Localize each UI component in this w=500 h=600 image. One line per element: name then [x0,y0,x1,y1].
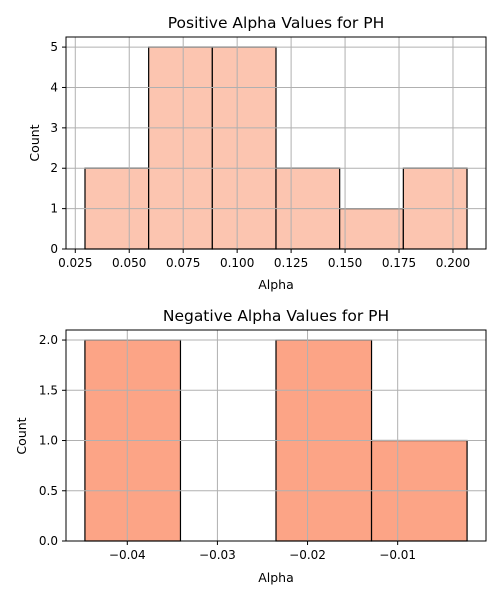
y-tick-label: 3 [50,121,58,135]
histogram-bar [211,46,277,250]
y-tick-label: 0.5 [39,484,58,498]
y-tick-label: 1.5 [39,383,58,397]
x-axis-label: Alpha [258,277,294,292]
histogram-bar [148,46,213,250]
y-axis-label: Count [27,124,42,161]
y-tick-label: 5 [50,40,58,54]
y-tick-label: 2.0 [39,333,58,347]
x-tick-label: −0.02 [289,548,326,562]
x-tick-label: 0.075 [166,256,200,270]
y-tick-label: 0.0 [39,534,58,548]
x-tick-label: 0.175 [382,256,416,270]
y-axis-label: Count [14,417,29,454]
y-tick-label: 2 [50,161,58,175]
y-tick-label: 1 [50,202,58,216]
x-tick-label: 0.025 [58,256,92,270]
x-tick-label: −0.01 [379,548,416,562]
negative-alpha-histogram: Negative Alpha Values for PH Alpha Count… [14,307,487,585]
x-tick-label: −0.04 [109,548,146,562]
x-axis-label: Alpha [258,570,294,585]
x-tick-label: 0.150 [328,256,362,270]
y-tick-label: 0 [50,242,58,256]
chart-title: Negative Alpha Values for PH [163,307,389,325]
x-tick-label: −0.03 [199,548,236,562]
histogram-bar [339,208,404,250]
axes-frame [65,329,487,542]
x-tick-label: 0.200 [436,256,470,270]
y-tick-label: 4 [50,80,58,94]
y-tick-label: 1.0 [39,434,58,448]
positive-alpha-histogram: Positive Alpha Values for PH Alpha Count… [27,14,487,292]
chart-title: Positive Alpha Values for PH [168,14,385,32]
axes-frame [65,36,487,250]
x-tick-label: 0.100 [220,256,254,270]
x-tick-label: 0.125 [274,256,308,270]
x-tick-label: 0.050 [112,256,146,270]
